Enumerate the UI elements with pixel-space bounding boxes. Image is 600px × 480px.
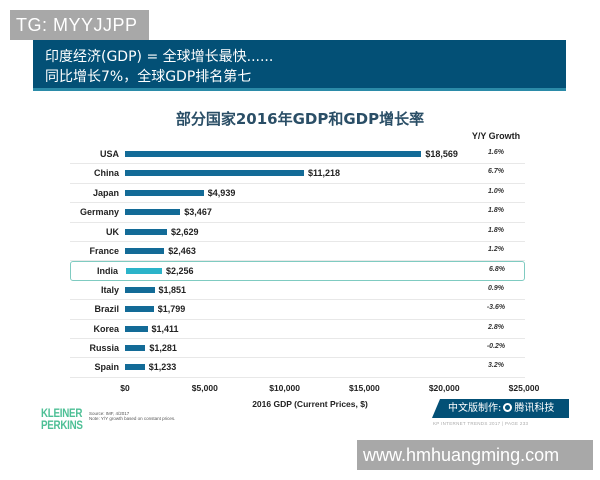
gdp-bar <box>125 364 145 371</box>
country-label: France <box>89 245 119 256</box>
gdp-bar <box>125 151 422 157</box>
country-label: China <box>93 168 119 179</box>
watermark-top-label: TG: MYYJJPP <box>10 10 149 40</box>
growth-value: 6.8% <box>489 266 505 274</box>
headline-line-2: 同比增长7%，全球GDP排名第七 <box>45 69 252 85</box>
gdp-bar <box>125 344 146 351</box>
chart-row-india: India $2,256 6.8% <box>70 261 525 281</box>
x-tick-label: $20,000 <box>428 383 460 393</box>
growth-value: 2.8% <box>488 323 504 331</box>
gdp-value-label: $1,799 <box>157 304 186 315</box>
country-label: Germany <box>79 207 119 218</box>
x-tick-label: $10,000 <box>269 383 300 393</box>
x-tick-label: $25,000 <box>508 383 540 393</box>
chart-row-brazil: Brazil $1,799 -3.6% <box>70 300 525 320</box>
gdp-bar <box>126 268 162 275</box>
logo-line-2: PERKINS <box>41 420 83 432</box>
country-label: Russia <box>89 342 119 353</box>
growth-column-header: Y/Y Growth <box>471 131 521 141</box>
growth-value: -0.2% <box>486 342 506 350</box>
growth-value: 1.8% <box>488 207 504 215</box>
logo-line-1: KLEINER <box>41 408 83 420</box>
chart-row-italy: Italy $1,851 0.9% <box>70 281 525 301</box>
chart-row-russia: Russia $1,281 -0.2% <box>70 339 525 359</box>
chart-row-uk: UK $2,629 1.8% <box>70 223 525 242</box>
gdp-value-label: $11,218 <box>308 168 341 179</box>
chart-row-spain: Spain $1,233 3.2% <box>70 358 525 378</box>
country-label: Brazil <box>94 304 119 315</box>
gdp-value-label: $2,463 <box>168 245 196 256</box>
country-label: Korea <box>93 323 119 334</box>
translation-credit-badge: 中文版制作: 腾讯科技 <box>432 399 569 418</box>
growth-value: 1.6% <box>488 149 504 156</box>
chart-title: 部分国家2016年GDP和GDP增长率 <box>175 110 425 128</box>
gdp-bar <box>125 209 181 216</box>
country-label: Italy <box>100 284 119 295</box>
gdp-value-label: $2,629 <box>171 226 199 237</box>
source-note: Source: IMF, 4/2017 Note: Y/Y growth bas… <box>89 411 175 421</box>
growth-value: 1.2% <box>488 245 504 253</box>
kleiner-perkins-logo: KLEINER PERKINS <box>41 408 83 432</box>
growth-value: 1.8% <box>488 226 504 234</box>
gdp-value-label: $1,281 <box>149 342 177 353</box>
country-label: UK <box>106 226 119 237</box>
gdp-bar <box>125 247 165 254</box>
gdp-value-label: $2,256 <box>166 266 194 277</box>
watermark-url-label: www.hmhuangming.com <box>357 440 593 470</box>
country-label: Spain <box>94 362 119 373</box>
gdp-value-label: $18,569 <box>425 149 458 159</box>
x-axis: $0 $5,000 $10,000 $15,000 $20,000 $25,000 <box>0 383 600 397</box>
gdp-bar <box>125 286 155 293</box>
page-footer: KP INTERNET TRENDS 2017 | PAGE 233 <box>433 421 529 426</box>
x-tick-label: $0 <box>120 383 130 393</box>
headline-line-1: 印度经济(GDP) = 全球增长最快...... <box>45 49 274 65</box>
x-tick-label: $15,000 <box>349 383 380 393</box>
growth-value: -3.6% <box>486 304 506 312</box>
tencent-logo-icon <box>503 403 513 412</box>
note-line: Note: Y/Y growth based on constant price… <box>89 416 176 421</box>
country-label: USA <box>99 149 119 159</box>
chart-row-germany: Germany $3,467 1.8% <box>70 203 525 223</box>
chart-row-france: France $2,463 1.2% <box>70 242 525 262</box>
gdp-value-label: $1,411 <box>151 323 179 334</box>
gdp-bar <box>125 306 154 313</box>
headline-banner: 印度经济(GDP) = 全球增长最快...... 同比增长7%，全球GDP排名第… <box>33 40 566 91</box>
chart-row-japan: Japan $4,939 1.0% <box>70 184 525 204</box>
credit-prefix: 中文版制作: <box>448 403 502 414</box>
growth-value: 1.0% <box>488 187 504 195</box>
gdp-value-label: $4,939 <box>207 187 236 198</box>
source-line: Source: IMF, 4/2017 <box>89 411 130 416</box>
chart-row-usa: USA $18,569 1.6% <box>70 145 525 165</box>
gdp-bar <box>125 325 148 332</box>
growth-value: 0.9% <box>488 284 504 292</box>
gdp-value-label: $3,467 <box>184 207 212 218</box>
growth-value: 3.2% <box>488 362 504 370</box>
x-tick-label: $5,000 <box>191 383 218 393</box>
chart-row-korea: Korea $1,411 2.8% <box>70 320 525 339</box>
chart-row-china: China $11,218 6.7% <box>70 164 525 184</box>
growth-value: 6.7% <box>488 168 504 176</box>
credit-brand: 腾讯科技 <box>514 403 555 414</box>
country-label: Japan <box>92 187 119 198</box>
gdp-bar <box>125 228 167 235</box>
gdp-value-label: $1,233 <box>148 362 177 373</box>
bar-chart: USA $18,569 1.6% China $11,218 6.7% Japan $4,93… <box>70 145 525 378</box>
gdp-value-label: $1,851 <box>158 284 187 295</box>
country-label: India <box>96 266 118 277</box>
gdp-bar <box>125 189 204 196</box>
gdp-bar <box>125 170 304 177</box>
x-axis-label: 2016 GDP (Current Prices, $) <box>252 399 368 409</box>
